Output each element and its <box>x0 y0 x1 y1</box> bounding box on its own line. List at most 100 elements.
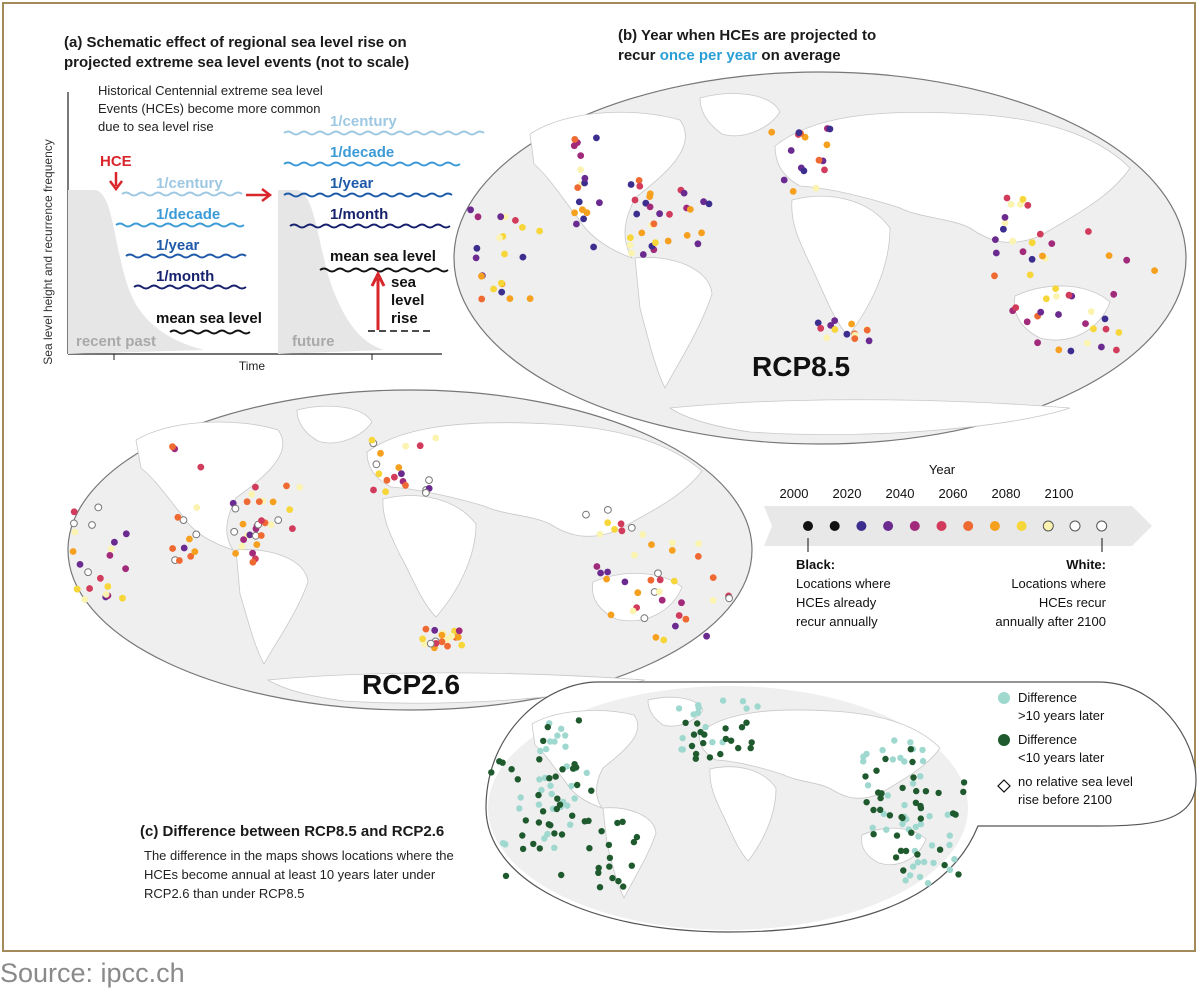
legend-earlier-line2: <10 years later <box>1018 750 1105 765</box>
station-point <box>692 755 699 762</box>
station-point <box>478 295 486 303</box>
station-point <box>567 821 574 828</box>
station-point <box>539 808 547 815</box>
station-point <box>656 210 663 218</box>
map-difference-land <box>531 696 941 899</box>
right-wave-year <box>283 192 453 198</box>
station-point <box>573 220 580 228</box>
station-point <box>431 626 439 634</box>
station-point <box>70 508 78 516</box>
station-point <box>564 802 571 809</box>
station-point <box>891 737 898 744</box>
station-point <box>709 597 717 604</box>
station-point <box>444 642 451 650</box>
station-point <box>695 540 702 547</box>
black-line3: recur annually <box>796 614 878 629</box>
station-point <box>605 841 613 849</box>
station-point <box>536 756 543 763</box>
station-point <box>84 568 93 577</box>
station-point <box>554 732 561 739</box>
station-point <box>267 521 275 529</box>
station-point <box>296 483 304 491</box>
map-rcp85: RCP8.5 <box>453 71 1187 445</box>
station-point <box>908 829 915 836</box>
station-point <box>869 824 876 831</box>
station-point <box>1023 318 1031 326</box>
station-point <box>1067 347 1075 355</box>
station-point <box>754 703 761 710</box>
station-point <box>1101 315 1109 323</box>
white-line3: annually after 2100 <box>995 614 1106 629</box>
station-point <box>886 812 894 819</box>
station-point <box>670 577 678 585</box>
station-point <box>551 738 558 745</box>
station-point <box>648 541 655 548</box>
station-point <box>73 585 81 593</box>
station-point <box>540 737 547 745</box>
station-point <box>823 334 831 342</box>
hce-arrow-icon <box>109 172 123 192</box>
station-point <box>960 779 968 786</box>
station-point <box>1085 228 1092 235</box>
station-point <box>1065 291 1073 299</box>
left-label-mean: mean sea level <box>156 310 262 327</box>
station-point <box>768 128 776 136</box>
station-point <box>88 521 96 529</box>
station-point <box>930 859 937 867</box>
station-point <box>1151 267 1158 274</box>
station-point <box>595 869 602 876</box>
station-point <box>922 788 930 795</box>
station-point <box>1036 230 1044 238</box>
station-point <box>180 544 188 552</box>
station-point <box>502 872 510 880</box>
station-point <box>633 833 641 841</box>
left-wave-century <box>121 191 243 197</box>
year-tick-label: 2060 <box>939 486 968 501</box>
station-point <box>654 569 662 578</box>
station-point <box>941 861 948 869</box>
past-label: recent past <box>76 333 156 350</box>
panel-a-schematic: Sea level height and recurrence frequenc… <box>41 92 485 373</box>
station-point <box>1024 201 1032 209</box>
station-point <box>448 632 456 640</box>
station-point <box>547 782 554 789</box>
station-point <box>1017 200 1024 208</box>
station-point <box>230 527 239 536</box>
station-point <box>517 794 524 801</box>
station-point <box>577 166 584 173</box>
left-wave-month <box>133 284 247 290</box>
station-point <box>870 806 877 814</box>
right-label-mean: mean sea level <box>330 248 436 265</box>
station-point <box>1028 239 1036 247</box>
station-point <box>827 322 835 329</box>
station-point <box>538 786 545 794</box>
station-point <box>70 519 78 528</box>
station-point <box>946 866 954 873</box>
station-point <box>682 719 689 726</box>
legend-nosl-line1: no relative sea level <box>1018 774 1133 789</box>
year-legend-title: Year <box>929 462 956 477</box>
station-point <box>496 758 503 765</box>
station-point <box>231 504 240 513</box>
station-point <box>865 337 873 345</box>
station-point <box>551 830 558 837</box>
station-point <box>548 790 555 798</box>
station-point <box>722 725 729 732</box>
station-point <box>1048 240 1056 248</box>
station-point <box>249 558 257 566</box>
station-point <box>666 210 673 218</box>
year-tick-label: 2020 <box>833 486 862 501</box>
station-point <box>488 769 495 776</box>
station-point <box>604 506 612 514</box>
station-point <box>1000 225 1007 233</box>
station-point <box>1082 320 1089 327</box>
station-point <box>913 787 920 795</box>
panel-b-title-line1: (b) Year when HCEs are projected to <box>618 27 877 44</box>
station-point <box>899 784 906 792</box>
station-point <box>1087 308 1095 315</box>
right-label-decade: 1/decade <box>330 144 394 161</box>
station-point <box>581 174 589 182</box>
station-point <box>678 599 685 607</box>
station-point <box>604 519 612 527</box>
station-point <box>1037 308 1045 316</box>
